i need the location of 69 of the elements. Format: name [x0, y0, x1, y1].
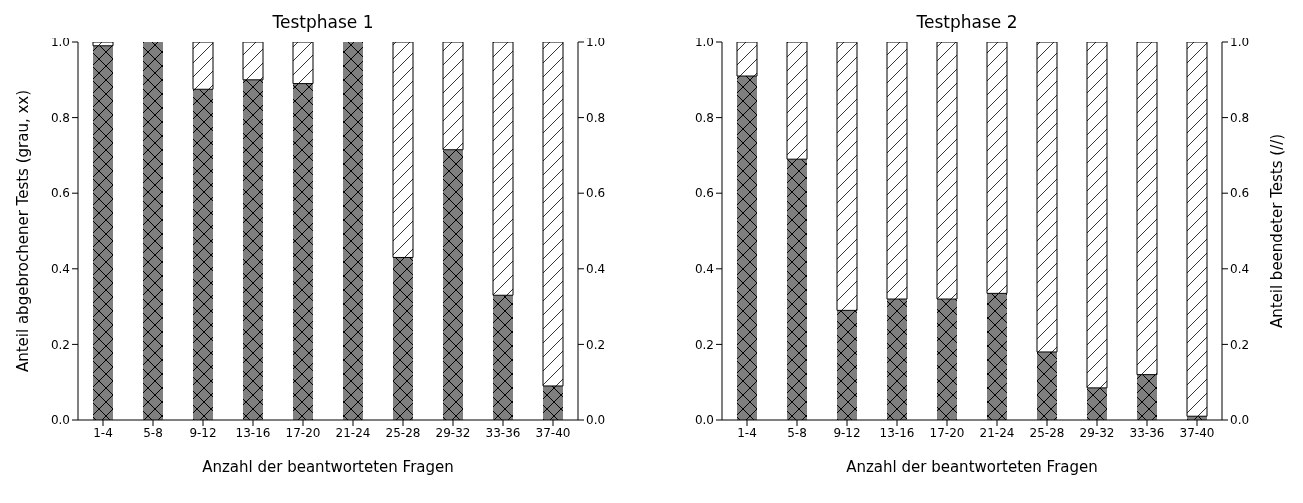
x-tick-label: 17-20	[929, 425, 965, 440]
y-axis-title: Anteil abgebrochener Tests (grau, xx)	[14, 89, 33, 373]
y2-tick-label: 0.2	[586, 337, 606, 352]
bar	[1087, 387, 1107, 420]
x-tick-label: 13-16	[879, 425, 915, 440]
y-tick-label: 0.2	[694, 337, 714, 352]
y-tick-label: 0.6	[694, 186, 714, 201]
x-axis-title: Anzahl der beantworteten Fragen	[202, 458, 454, 476]
bar	[937, 299, 957, 420]
y2-tick-label: 0.0	[1230, 413, 1250, 428]
y2-tick-label: 0.6	[1230, 186, 1250, 201]
y-tick-label: 1.0	[694, 35, 714, 50]
chart-title: Testphase 1	[271, 12, 375, 32]
y2-tick-label: 0.8	[586, 110, 606, 125]
x-tick-label: 25-28	[1029, 425, 1065, 440]
x-tick-label: 1-4	[93, 425, 113, 440]
x-tick-label: 33-36	[1129, 425, 1165, 440]
y2-tick-label: 0.0	[586, 413, 606, 428]
y2-tick-label: 0.4	[1230, 262, 1250, 277]
y2-tick-label: 1.0	[586, 35, 606, 50]
bar	[837, 310, 857, 420]
bar	[1037, 351, 1057, 420]
y2-tick-label: 0.2	[1230, 337, 1250, 352]
y2-tick-label: 0.4	[586, 262, 606, 277]
x-tick-label: 29-32	[1079, 425, 1115, 440]
y2-tick-label: 0.6	[586, 186, 606, 201]
y-tick-label: 0.6	[50, 186, 70, 201]
x-tick-label: 33-36	[485, 425, 521, 440]
x-tick-label: 25-28	[385, 425, 421, 440]
y-tick-label: 0.4	[694, 262, 714, 277]
y2-tick-label: 1.0	[1230, 35, 1250, 50]
x-tick-label: 17-20	[285, 425, 321, 440]
y2-axis-title: Anteil beendeter Tests (//)	[1268, 133, 1287, 329]
bar	[193, 89, 213, 420]
y2-tick-label: 0.8	[1230, 110, 1250, 125]
bar	[443, 149, 463, 420]
x-tick-label: 37-40	[535, 425, 571, 440]
y-tick-label: 0.0	[50, 413, 70, 428]
x-tick-label: 1-4	[737, 425, 757, 440]
bar	[343, 42, 363, 420]
x-tick-label: 21-24	[979, 425, 1015, 440]
bar	[293, 83, 313, 420]
bar	[987, 293, 1007, 420]
y-tick-label: 0.8	[50, 110, 70, 125]
bar	[143, 42, 163, 420]
y-tick-label: 0.4	[50, 262, 70, 277]
x-tick-label: 29-32	[435, 425, 471, 440]
y-tick-label: 0.2	[50, 337, 70, 352]
y-tick-label: 0.0	[694, 413, 714, 428]
bar	[93, 45, 113, 420]
bar	[493, 295, 513, 420]
bar	[243, 79, 263, 420]
x-tick-label: 9-12	[833, 425, 861, 440]
bar	[543, 385, 563, 420]
x-tick-label: 13-16	[235, 425, 271, 440]
bar	[737, 76, 757, 420]
chart-title: Testphase 2	[915, 12, 1019, 32]
x-axis-title: Anzahl der beantworteten Fragen	[846, 458, 1098, 476]
bar	[1137, 374, 1157, 420]
x-tick-label: 5-8	[787, 425, 807, 440]
x-tick-label: 5-8	[143, 425, 163, 440]
bar	[393, 257, 413, 420]
x-tick-label: 21-24	[335, 425, 371, 440]
y-tick-label: 1.0	[50, 35, 70, 50]
y-tick-label: 0.8	[694, 110, 714, 125]
bar	[787, 159, 807, 420]
x-tick-label: 9-12	[189, 425, 217, 440]
x-tick-label: 37-40	[1179, 425, 1215, 440]
bar	[887, 299, 907, 420]
